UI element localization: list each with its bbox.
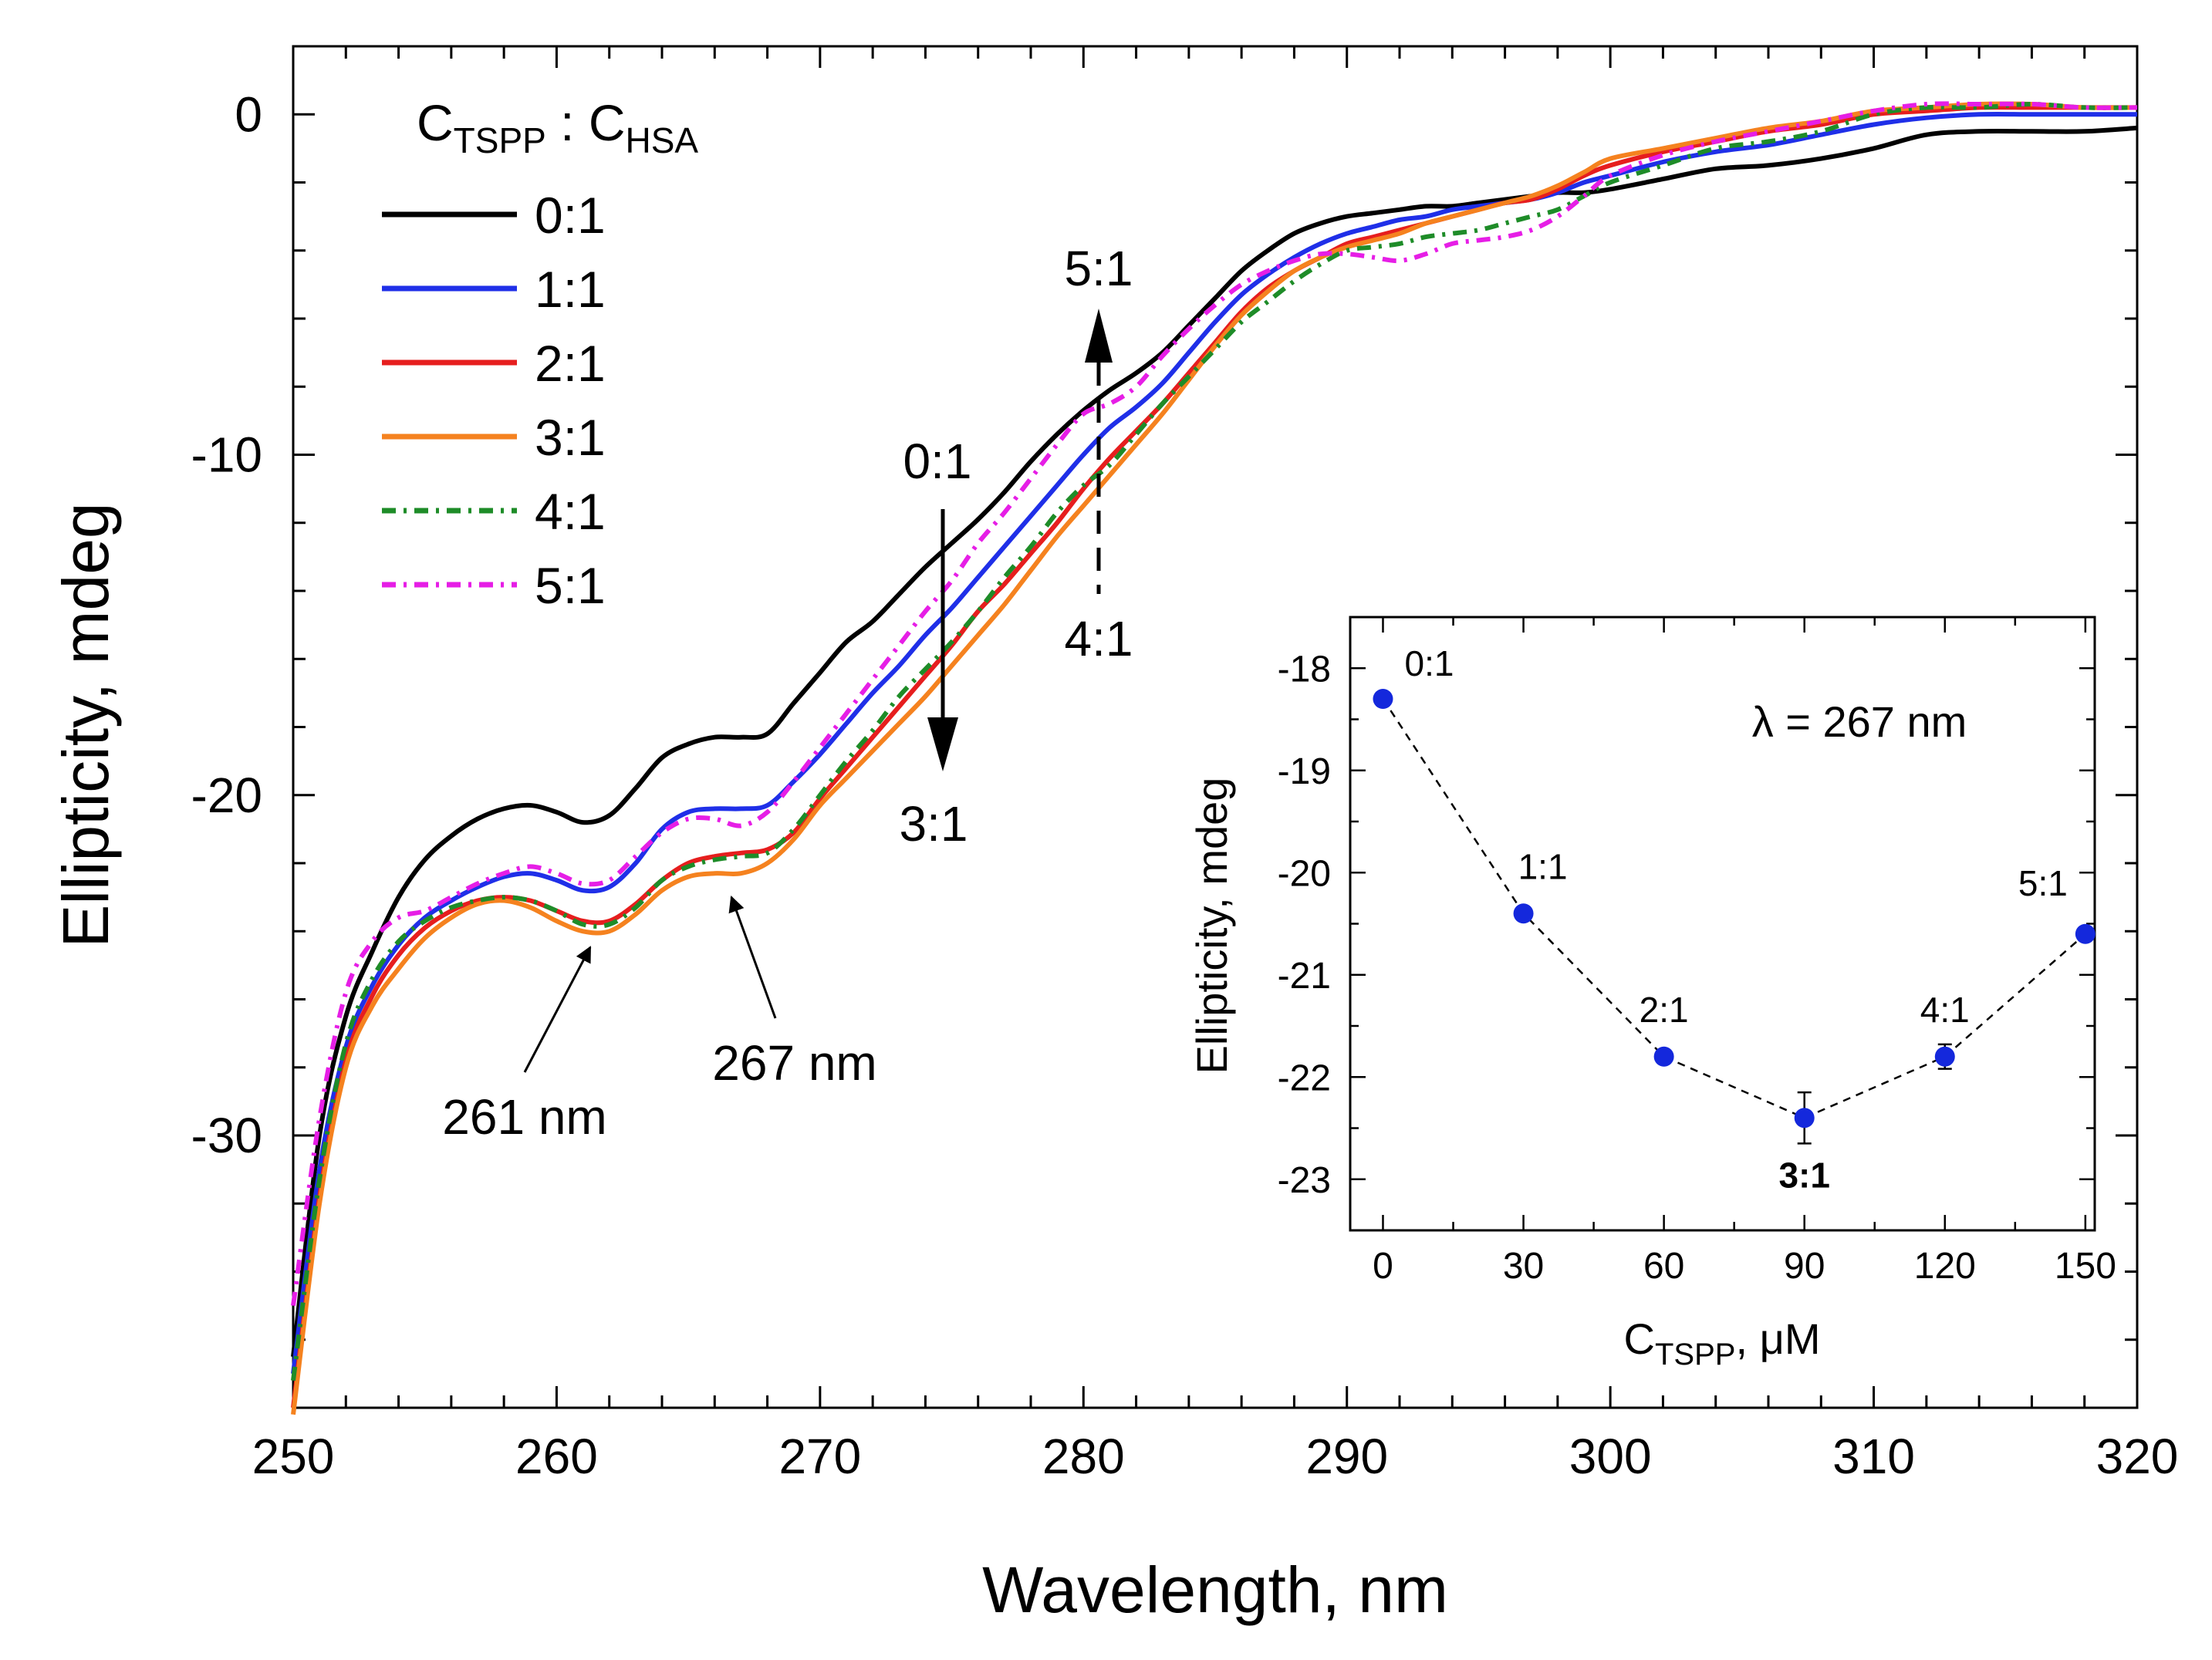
inset-y-axis-label: Ellipticity, mdeg — [1187, 778, 1236, 1075]
legend-label-1-1: 1:1 — [535, 261, 606, 318]
inset-point-label: 1:1 — [1518, 846, 1568, 886]
legend-label-3-1: 3:1 — [535, 409, 606, 466]
inset-wavelength-note: λ = 267 nm — [1752, 697, 1967, 746]
main-series — [291, 101, 2138, 1415]
series-line-1-1 — [291, 111, 2137, 1375]
inset-y-tick-label: -22 — [1278, 1058, 1331, 1098]
inset-y-tick-label: -21 — [1278, 956, 1331, 997]
inset-fit-line — [1382, 698, 2086, 1119]
series-line-5-1 — [291, 101, 2138, 1307]
inset-point-label: 3:1 — [1778, 1155, 1829, 1195]
series-line-3-1 — [291, 101, 2138, 1415]
series-line-0-1 — [291, 125, 2138, 1358]
pointer-267 — [728, 896, 777, 1019]
inset-plot-frame — [1349, 616, 2096, 1232]
legend-entries: 0:1 1:1 2:1 3:1 4:1 5:1 — [382, 187, 606, 614]
inset-plot: 0 30 60 90 120 150 -18 -19 -20 -21 -22 -23 0:1 1:1 2:… — [1187, 616, 2116, 1372]
inset-y-tick-label: -18 — [1278, 649, 1331, 690]
annotations: 0:1 3:1 5:1 4:1 261 nm 267 nm — [442, 241, 1133, 1145]
inset-x-tick-label: 120 — [1914, 1246, 1976, 1287]
x-tick-label: 310 — [1832, 1429, 1915, 1484]
inset-point — [1653, 1046, 1674, 1067]
inset-x-tick-label: 30 — [1503, 1246, 1544, 1287]
inset-series: 0:1 1:1 2:1 3:1 4:1 5:1 — [1373, 643, 2095, 1195]
arrow-down-head — [927, 717, 958, 771]
inset-x-tick-label: 60 — [1643, 1246, 1684, 1287]
y-tick-label: 0 — [235, 86, 262, 142]
x-axis-label: Wavelength, nm — [982, 1554, 1448, 1626]
inset-point — [1794, 1108, 1815, 1129]
x-tick-label: 260 — [515, 1429, 598, 1484]
x-tick-label: 320 — [2096, 1429, 2179, 1484]
inset-point — [1513, 903, 1534, 924]
inset-y-tick-label: -19 — [1278, 751, 1331, 792]
inset-x-tick-label: 0 — [1373, 1246, 1393, 1287]
inset-point-label: 0:1 — [1405, 643, 1454, 683]
inset-point-label: 2:1 — [1640, 990, 1689, 1030]
label-267nm: 267 nm — [712, 1035, 876, 1091]
inset-point — [1934, 1046, 1955, 1067]
x-tick-label: 290 — [1305, 1429, 1388, 1484]
x-tick-label: 270 — [778, 1429, 861, 1484]
inset-x-tick-label: 150 — [2055, 1246, 2116, 1287]
inset-point — [2075, 923, 2095, 944]
label-arrow-up-top: 5:1 — [1065, 241, 1133, 296]
inset-point — [1373, 689, 1393, 709]
label-261nm: 261 nm — [442, 1089, 606, 1145]
label-arrow-down-bottom: 3:1 — [900, 796, 968, 852]
x-tick-label: 250 — [252, 1429, 335, 1484]
pointer-261 — [523, 946, 592, 1073]
arrow-up-head — [1085, 309, 1113, 363]
series-line-4-1 — [291, 102, 2138, 1382]
x-tick-label: 300 — [1569, 1429, 1652, 1484]
legend-title: CTSPP : CHSA — [417, 94, 698, 160]
legend-label-0-1: 0:1 — [535, 187, 606, 244]
inset-y-tick-label: -23 — [1278, 1160, 1331, 1201]
legend-label-5-1: 5:1 — [535, 557, 606, 614]
legend-label-4-1: 4:1 — [535, 483, 606, 540]
label-arrow-up-bottom: 4:1 — [1065, 611, 1133, 666]
x-tick-label: 280 — [1042, 1429, 1125, 1484]
y-tick-label: -30 — [191, 1108, 263, 1163]
y-tick-label: -10 — [191, 427, 263, 483]
y-axis-label: Ellipticity, mdeg — [49, 502, 122, 947]
label-arrow-down-top: 0:1 — [903, 434, 972, 489]
inset-x-tick-label: 90 — [1784, 1246, 1825, 1287]
inset-y-tick-label: -20 — [1278, 853, 1331, 894]
inset-x-axis-label: CTSPP, μM — [1624, 1314, 1821, 1372]
legend-label-2-1: 2:1 — [535, 335, 606, 392]
inset-point-label: 5:1 — [2018, 863, 2068, 903]
inset-ticks: 0 30 60 90 120 150 -18 -19 -20 -21 -22 -23 — [1278, 616, 2116, 1287]
legend: CTSPP : CHSA 0:1 1:1 2:1 3:1 4:1 5:1 — [382, 94, 698, 614]
y-tick-label: -20 — [191, 768, 263, 823]
inset-point-label: 4:1 — [1920, 990, 1970, 1030]
